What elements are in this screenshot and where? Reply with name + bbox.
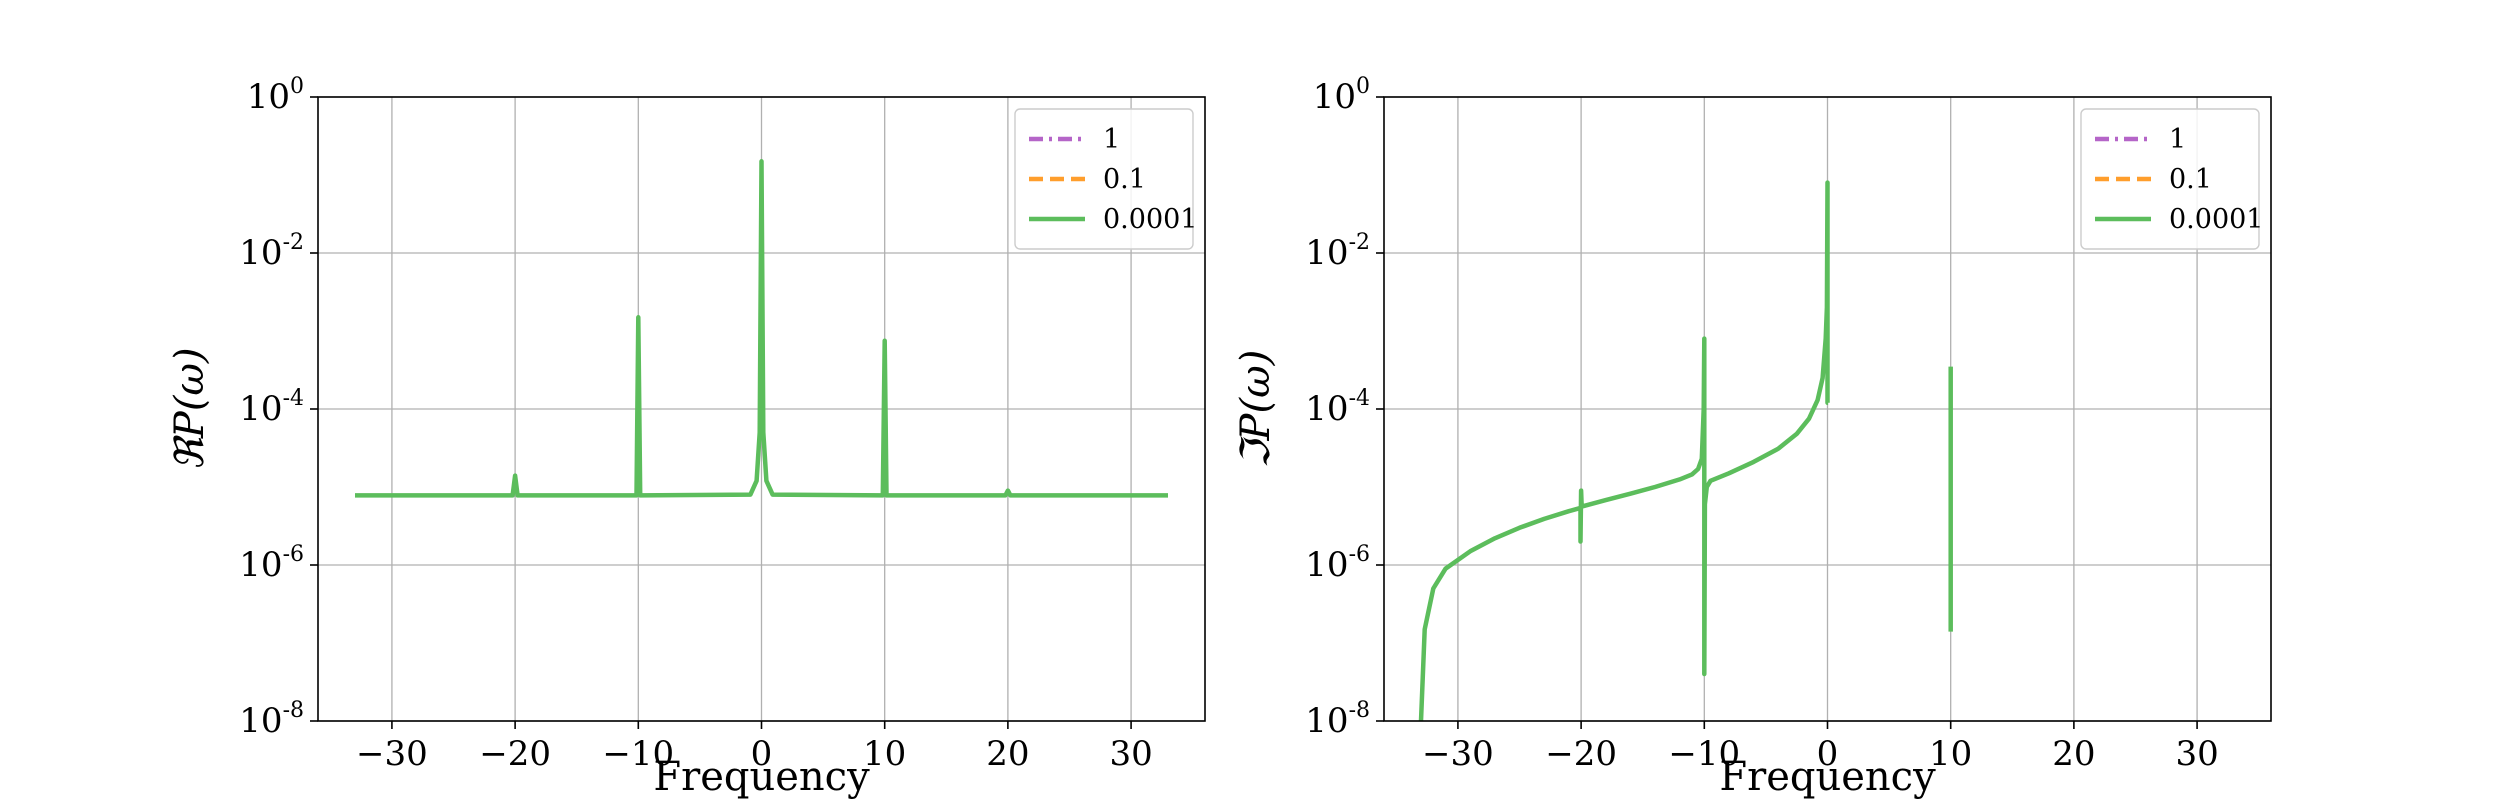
x-tick-label: 10 [863, 734, 906, 774]
legend: 1 0.1 0.0001 [1014, 108, 1197, 250]
left-panel-real: −30 −20 −10 0 10 20 30 100 10-2 10-4 10-6 10-8 Frequ… [167, 74, 1206, 800]
x-tick-label: 30 [1109, 734, 1152, 774]
x-tick-label: −20 [1545, 734, 1617, 774]
legend-box [1014, 108, 1194, 250]
y-tick-label: 10-6 [1305, 542, 1370, 585]
y-tick-label: 10-8 [239, 698, 304, 741]
x-tick-label: −10 [1668, 734, 1740, 774]
legend-label: 0.1 [1103, 164, 1146, 195]
x-tick-label: −30 [356, 734, 428, 774]
legend: 1 0.1 0.0001 [2080, 108, 2263, 250]
legend-label: 0.0001 [2169, 204, 2263, 235]
x-tick-label: −20 [479, 734, 551, 774]
legend-label: 1 [2169, 124, 2186, 155]
legend-label: 0.0001 [1103, 204, 1197, 235]
y-tick-label: 10-2 [1305, 230, 1370, 273]
y-axis-label: ℑP(ω) [1233, 350, 1279, 469]
legend-box [2080, 108, 2260, 250]
legend-label: 0.1 [2169, 164, 2212, 195]
y-axis-label: ℜP(ω) [167, 347, 213, 470]
y-tick-label: 10-4 [1305, 386, 1370, 429]
y-tick-label: 100 [1313, 74, 1370, 117]
x-tick-label: 10 [1929, 734, 1972, 774]
y-tick-label: 10-4 [239, 386, 304, 429]
x-tick-label: 0 [751, 734, 773, 774]
x-tick-label: −30 [1422, 734, 1494, 774]
series-line-0.0001 [1418, 180, 1830, 721]
right-panel-imag: −30 −20 −10 0 10 20 30 100 10-2 10-4 10-6 10-8 Frequ… [1233, 74, 2272, 800]
x-tick-label: 20 [986, 734, 1029, 774]
x-axis-label: Frequency [1719, 754, 1936, 800]
y-tick-label: 100 [247, 74, 304, 117]
x-tick-label: 20 [2052, 734, 2095, 774]
x-tick-label: −10 [602, 734, 674, 774]
series-line-0.0001 [355, 159, 1168, 498]
y-tick-label: 10-6 [239, 542, 304, 585]
x-axis-label: Frequency [653, 754, 870, 800]
y-tick-label: 10-8 [1305, 698, 1370, 741]
x-tick-label: 30 [2175, 734, 2218, 774]
legend-label: 1 [1103, 124, 1120, 155]
y-tick-label: 10-2 [239, 230, 304, 273]
x-tick-label: 0 [1817, 734, 1839, 774]
